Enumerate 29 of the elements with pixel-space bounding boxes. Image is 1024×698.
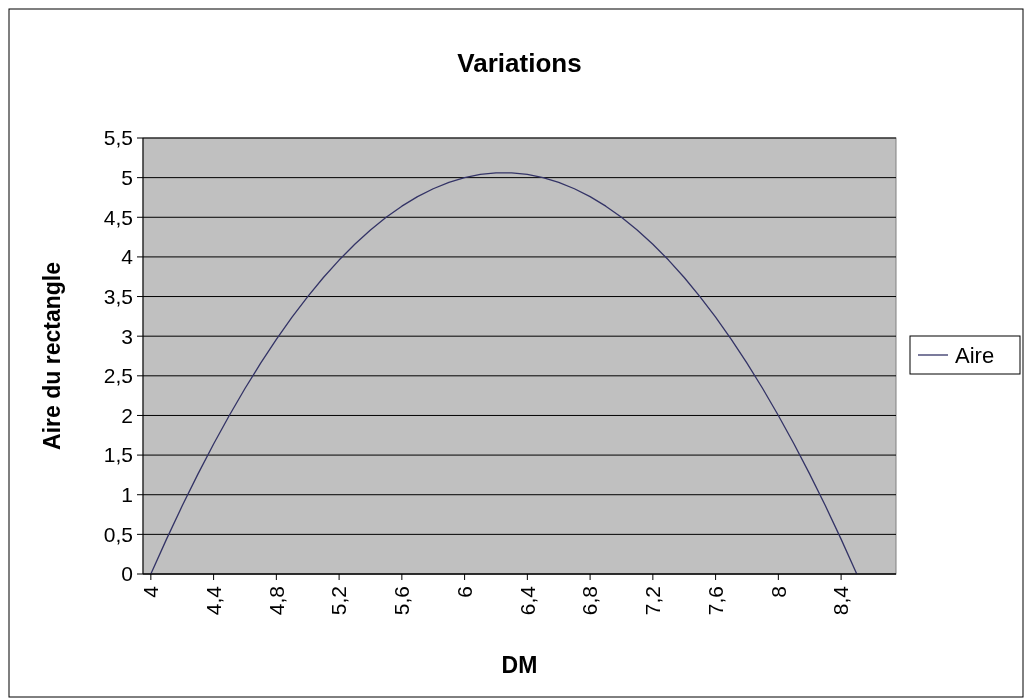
- y-axis-title: Aire du rectangle: [39, 262, 65, 450]
- y-tick-label: 1,5: [103, 443, 133, 467]
- x-axis-title: DM: [501, 652, 538, 678]
- y-tick-label: 0: [121, 562, 133, 586]
- y-tick-label: 3: [121, 324, 133, 348]
- y-tick-label: 5,5: [103, 126, 133, 150]
- x-tick-label: 4: [139, 585, 163, 598]
- x-tick-label: 8,4: [829, 585, 853, 616]
- x-tick-label: 5,2: [327, 586, 351, 616]
- legend-label: Aire: [955, 342, 995, 368]
- chart-title: Variations: [457, 48, 582, 78]
- x-tick-label: 7,6: [703, 586, 727, 616]
- y-tick-label: 4,5: [103, 205, 133, 229]
- y-tick-label: 4: [121, 245, 134, 269]
- x-tick-label: 7,2: [641, 586, 665, 616]
- x-tick-label: 4,4: [201, 585, 225, 616]
- y-tick-label: 3,5: [103, 284, 133, 308]
- line-series: [150, 172, 858, 575]
- y-tick-label: 2,5: [103, 364, 133, 388]
- x-tick-label: 8: [766, 586, 790, 598]
- y-tick-label: 5: [121, 165, 133, 189]
- y-tick-label: 1: [121, 483, 133, 507]
- x-tick-label: 4,8: [264, 586, 288, 616]
- x-tick-label: 6: [452, 586, 476, 598]
- y-tick-label: 2: [121, 403, 133, 427]
- x-tick-label: 5,6: [390, 586, 414, 616]
- y-tick-label: 0,5: [103, 522, 133, 546]
- x-tick-label: 6,4: [515, 585, 539, 616]
- x-tick-label: 6,8: [578, 586, 602, 616]
